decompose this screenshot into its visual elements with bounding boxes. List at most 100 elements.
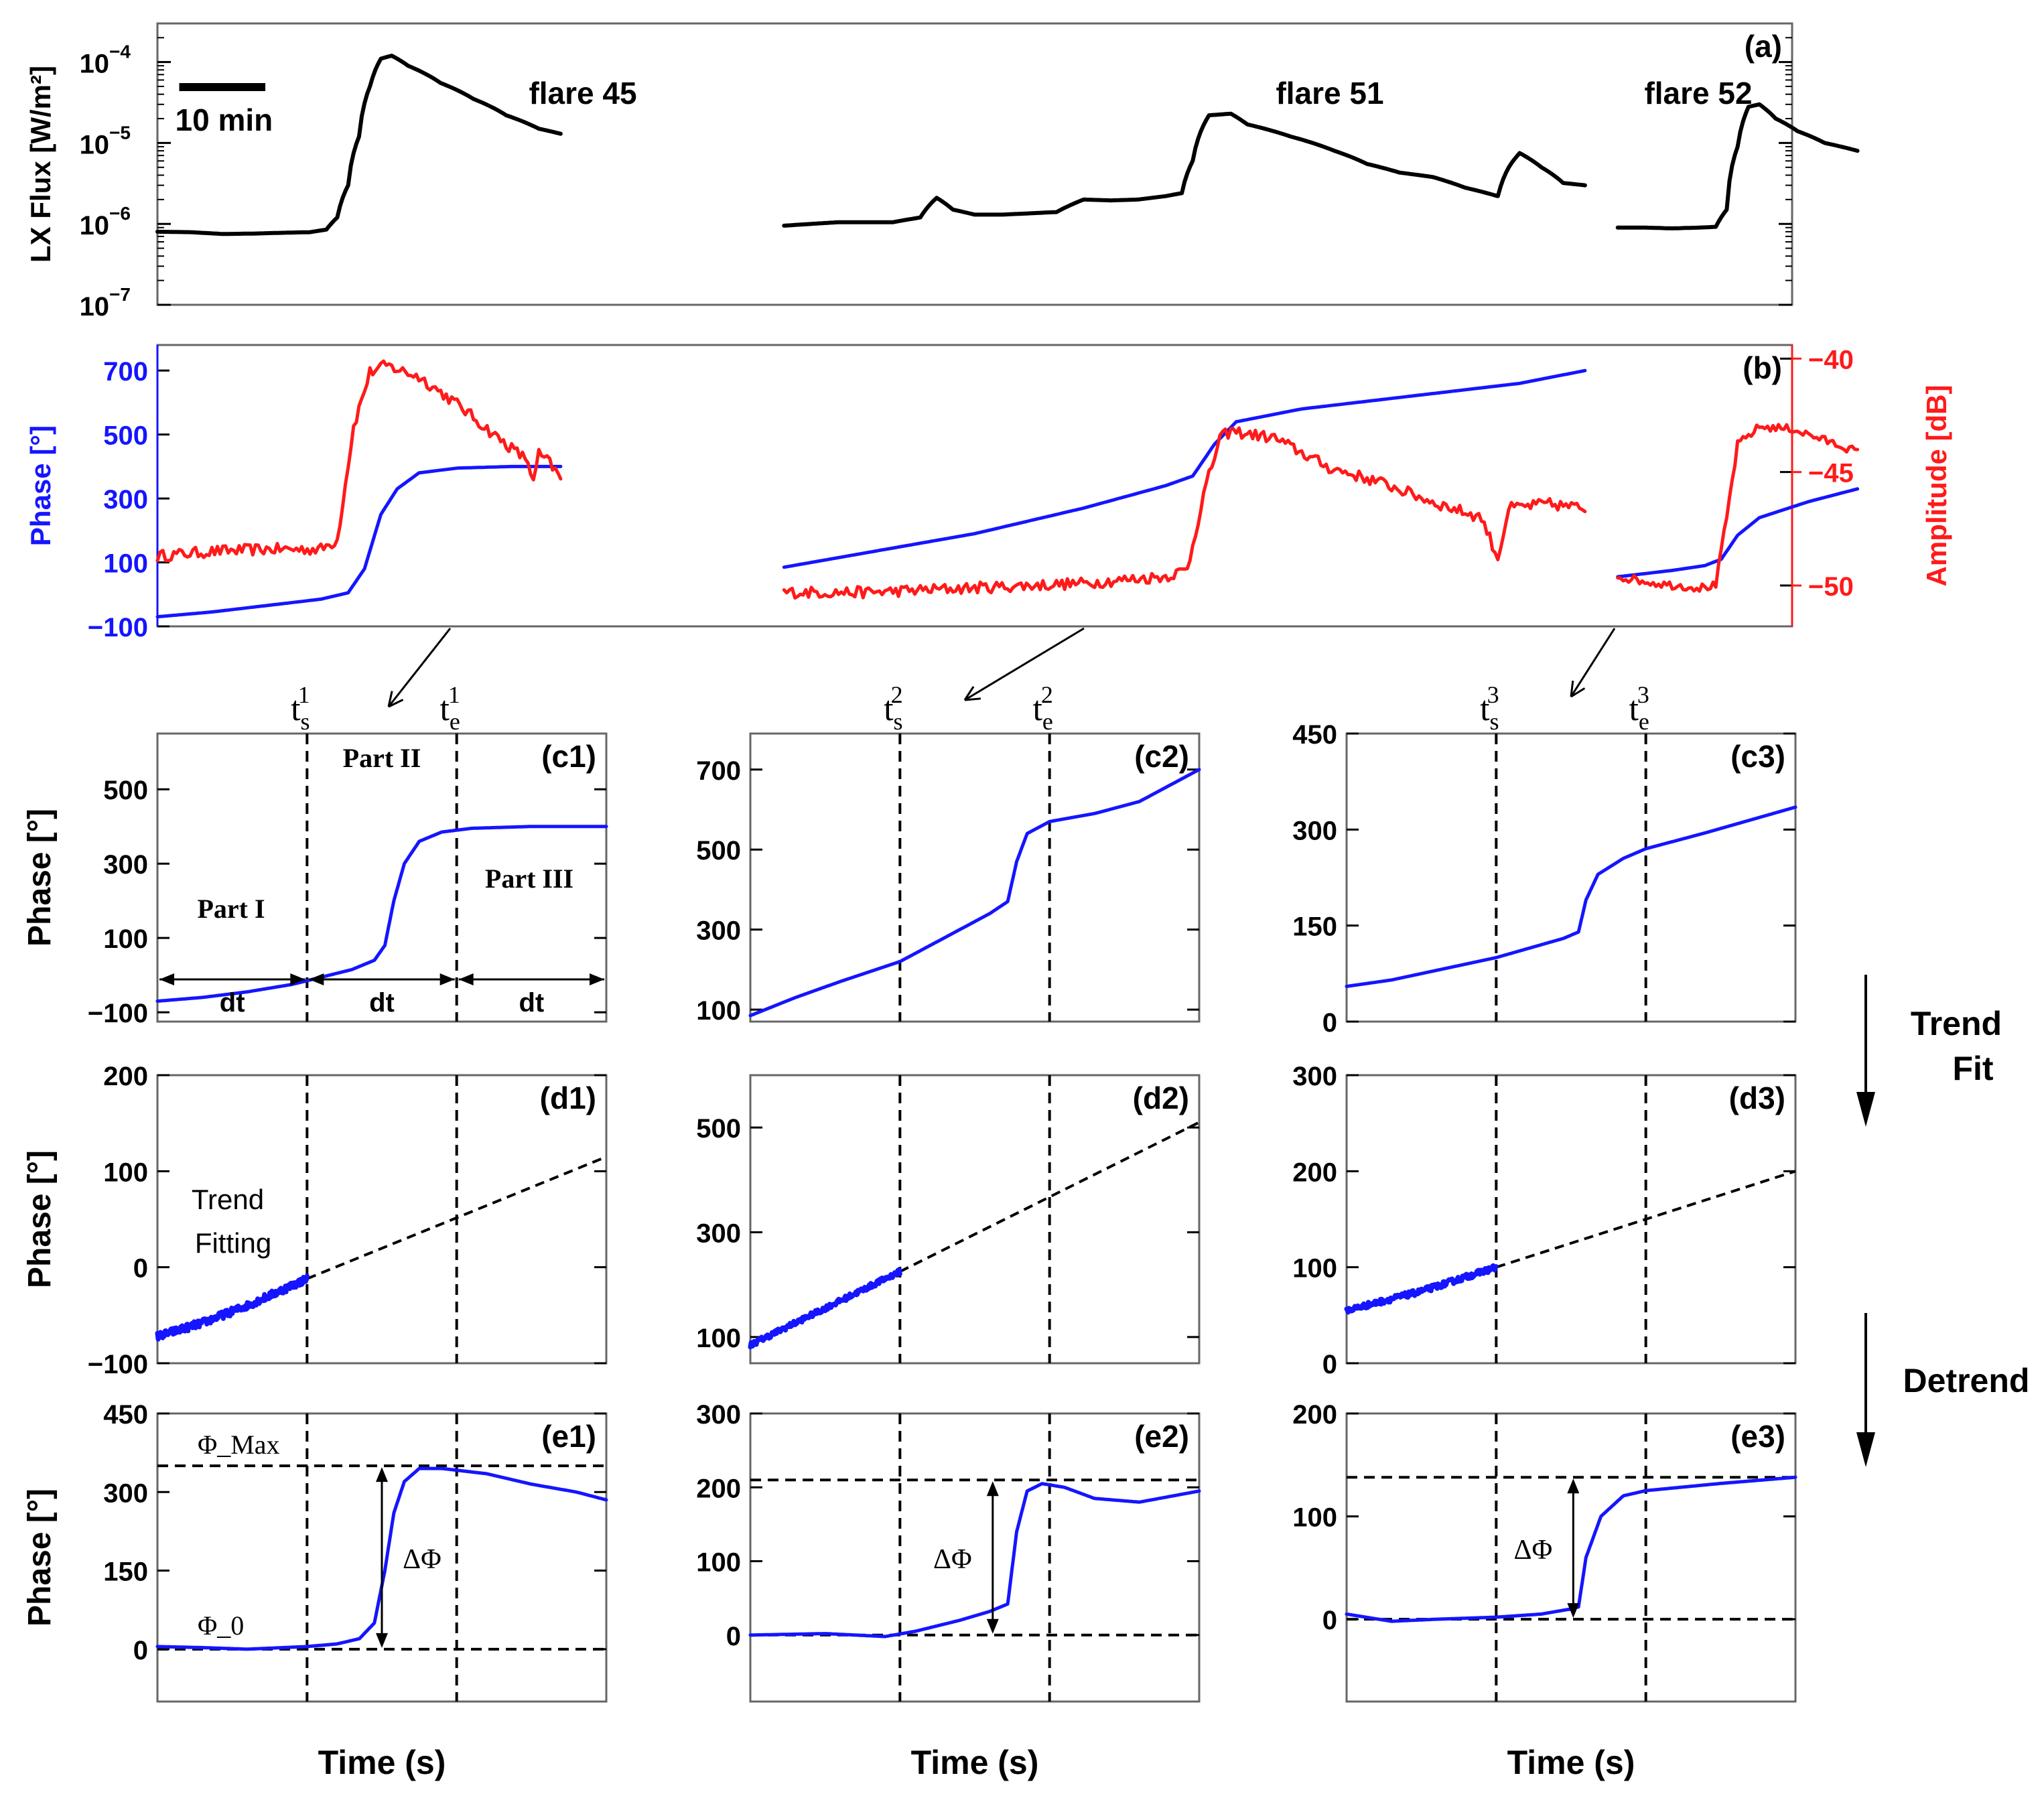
y-tick-label-left: −100 — [88, 613, 148, 642]
zoom-arrow-line — [964, 627, 1085, 701]
dt-label: dt — [519, 988, 544, 1018]
y-tick-label: 300 — [696, 1219, 741, 1249]
marker-subscript: s — [301, 708, 310, 735]
plot-frame — [156, 1412, 608, 1703]
flare-label: flare 52 — [1644, 76, 1752, 111]
y-tick-label: 150 — [1292, 912, 1337, 942]
series-line-phase — [155, 1273, 310, 1342]
part-label: Part III — [485, 863, 573, 894]
plot-frame — [156, 732, 608, 1023]
y-tick-label: 200 — [103, 1062, 148, 1091]
x-axis-label: Time (s) — [1507, 1744, 1635, 1781]
trend-fit-label: Trend — [1911, 1005, 2002, 1042]
panel-label: (d1) — [540, 1081, 596, 1115]
y-tick-label: 200 — [1292, 1400, 1337, 1430]
y-tick-label: 500 — [696, 1114, 741, 1144]
series-line-flare-45 — [155, 54, 563, 236]
scale-bar-label: 10 min — [176, 102, 273, 137]
y-tick-label: 100 — [1292, 1254, 1337, 1284]
y-tick-label-right: −40 — [1808, 345, 1854, 374]
y-tick-label: −100 — [88, 1350, 148, 1379]
trend-fitting-label: Trend — [192, 1184, 264, 1215]
panel-label: (e3) — [1730, 1419, 1785, 1454]
delta-phi-arrow-up — [376, 1467, 388, 1482]
delta-phi-arrow-up — [986, 1481, 999, 1497]
y-axis-label: LX Flux [W/m²] — [25, 66, 56, 263]
trend-line — [899, 1121, 1200, 1273]
zoom-arrow-head — [963, 686, 981, 701]
time-markers: ts1 te1 ts2 te2 ts3 te3 — [291, 681, 1649, 735]
panel-label: (c2) — [1134, 739, 1189, 774]
y-tick-label: 0 — [726, 1622, 741, 1651]
y-tick-label-left: 500 — [103, 421, 148, 451]
y-axis-label: Phase [°] — [25, 425, 56, 546]
plot-frame — [749, 732, 1201, 1023]
y-tick-label: 10−6 — [80, 203, 131, 240]
dt-arrow-head-left — [458, 973, 474, 985]
side-labels: Trend Fit Detrend — [1856, 975, 2029, 1467]
panel-label: (e1) — [541, 1419, 596, 1454]
delta-phi-arrow-down — [986, 1618, 999, 1634]
series-line-phase — [748, 768, 1201, 1018]
y-tick-label: 500 — [696, 836, 741, 866]
series-line-amplitude-flare-45 — [155, 359, 563, 563]
panel-d1: −100 0 100 200 (d1) Phase [°] Trend Fitting — [22, 1062, 608, 1379]
marker-superscript: 1 — [448, 681, 460, 708]
marker-base: t — [1032, 690, 1042, 728]
delta-phi-arrow-down — [376, 1633, 388, 1648]
y-tick-label: 10−4 — [80, 42, 131, 79]
y-axis-label: Phase [°] — [22, 1150, 58, 1288]
trend-fit-label: Fit — [1952, 1050, 1993, 1087]
dt-arrow-head-left — [159, 973, 174, 985]
part-label: Part I — [197, 894, 265, 924]
y-tick-label: 700 — [696, 756, 741, 786]
tick-exponent: −4 — [109, 42, 131, 62]
y-axis-label-right: Amplitude [dB] — [1921, 385, 1952, 587]
y-tick-label: 100 — [103, 1158, 148, 1187]
marker-superscript: 3 — [1637, 681, 1649, 708]
y-tick-label: 200 — [696, 1474, 741, 1503]
plot-frame — [749, 1074, 1201, 1365]
panel-label: (e2) — [1134, 1419, 1189, 1454]
trend-fitting-label: Fitting — [195, 1227, 271, 1259]
plot-frame — [749, 1412, 1201, 1703]
y-tick-label: 150 — [103, 1558, 148, 1587]
marker-subscript: e — [1042, 708, 1053, 735]
y-tick-label: 450 — [1292, 720, 1337, 750]
series-line-phase — [1345, 805, 1797, 988]
marker-superscript: 3 — [1487, 681, 1499, 708]
marker-base: t — [1480, 690, 1490, 728]
marker-base: t — [1629, 690, 1639, 728]
marker-subscript: s — [894, 708, 903, 735]
y-tick-label-left: 100 — [103, 549, 148, 579]
y-tick-label: 300 — [696, 1400, 741, 1430]
y-tick-label: 500 — [103, 776, 148, 805]
series-line-flare-51 — [782, 111, 1587, 228]
marker-subscript: e — [1639, 708, 1649, 735]
dt-label: dt — [369, 988, 395, 1018]
zoom-arrow-line — [1570, 628, 1616, 697]
time-marker-label-te3: te3 — [1629, 681, 1649, 735]
y-tick-label: 10−7 — [80, 284, 131, 322]
series-line-phase — [748, 1267, 902, 1350]
panel-label: (b) — [1743, 350, 1782, 385]
y-tick-label: 0 — [1322, 1350, 1337, 1379]
trend-line — [1495, 1170, 1796, 1269]
zoom-arrow-head — [1570, 680, 1586, 698]
zoom-arrows — [387, 627, 1616, 708]
panel-a: 10−710−610−510−4LX Flux [W/m²](a)10 minf… — [25, 22, 1860, 322]
tick-base: 10 — [80, 292, 110, 322]
tick-base: 10 — [80, 130, 110, 159]
delta-phi-label: ΔΦ — [403, 1544, 441, 1575]
marker-base: t — [884, 690, 894, 728]
panel-label: (c1) — [541, 739, 596, 774]
detrend-arrow-head — [1856, 1432, 1875, 1467]
x-axis-label: Time (s) — [911, 1744, 1039, 1781]
tick-base: 10 — [80, 50, 110, 79]
delta-phi-label: ΔΦ — [1513, 1535, 1552, 1566]
delta-phi-label: ΔΦ — [933, 1544, 972, 1575]
y-tick-label: 100 — [696, 1324, 741, 1353]
y-tick-label-left: 300 — [103, 485, 148, 514]
